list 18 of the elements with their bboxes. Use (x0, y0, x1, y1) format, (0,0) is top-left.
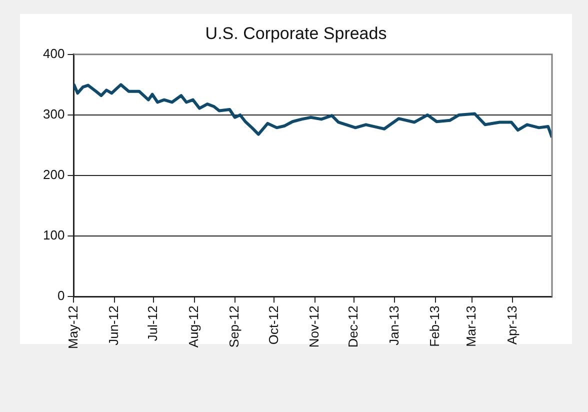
chart-title: U.S. Corporate Spreads (205, 24, 387, 43)
y-tick-label: 0 (57, 288, 65, 304)
y-tick-label: 400 (42, 46, 65, 61)
x-tick-label: Oct-12 (266, 306, 281, 345)
x-tick-label: Aug-12 (186, 306, 201, 348)
x-tick-label: Nov-12 (306, 306, 322, 348)
y-tick-label: 300 (42, 106, 65, 122)
x-tick-label: May-12 (65, 306, 80, 350)
x-tick-label: Apr-13 (504, 306, 520, 345)
x-tick-label: Jan-13 (386, 306, 402, 346)
x-tick-label: Sep-12 (226, 306, 242, 348)
x-tick-label: Dec-12 (346, 306, 361, 348)
y-tick-label: 100 (42, 228, 65, 243)
x-tick-label: Jun-12 (106, 306, 121, 346)
x-tick-label: Jul-12 (145, 306, 160, 342)
x-tick-label: Mar-13 (464, 306, 479, 347)
y-tick-label: 200 (42, 167, 65, 182)
x-tick-label: Feb-13 (426, 306, 442, 347)
